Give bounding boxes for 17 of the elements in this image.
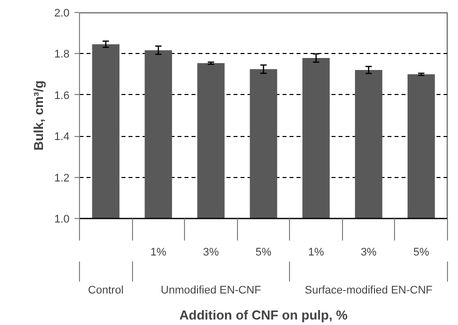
y-tick-label: 1.0 (54, 214, 70, 226)
x-axis-title: Addition of CNF on pulp, % (179, 308, 348, 322)
y-tick-label: 1.8 (54, 48, 70, 61)
text: Surface-modified EN-CNF (304, 284, 433, 296)
x-tick-label: 3% (202, 246, 220, 258)
x-tick-label: 3% (360, 246, 377, 258)
y-axis-title: Bulk, cm³/g (31, 80, 46, 151)
x-tick-label: 5% (256, 246, 272, 258)
x-tick-label: 1% (150, 246, 167, 258)
text: Control (88, 284, 124, 296)
y-tick-label: 1.6 (54, 90, 70, 102)
y-tick-label: 1.4 (54, 131, 70, 144)
x-tick-label: 1% (308, 246, 324, 258)
y-tick-label: 1.2 (54, 172, 70, 184)
y-tick-label: 2.0 (54, 8, 70, 20)
x-tick-label: 5% (413, 246, 430, 258)
text: Unmodified EN-CNF (160, 284, 262, 296)
